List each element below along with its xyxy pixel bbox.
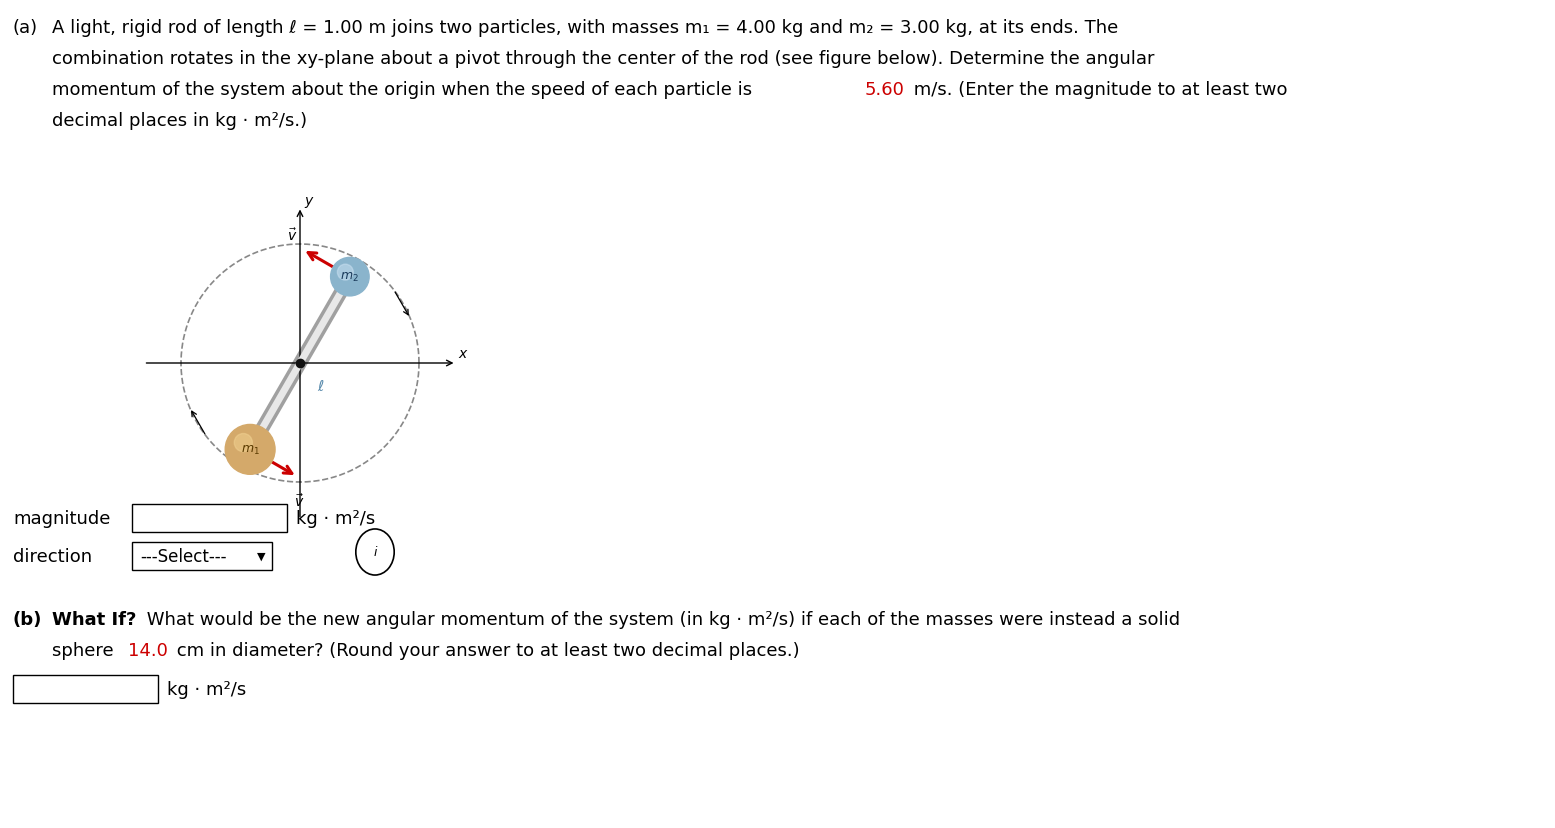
Text: A light, rigid rod of length ℓ = 1.00 m joins two particles, with masses m₁ = 4.: A light, rigid rod of length ℓ = 1.00 m … [51, 19, 1118, 37]
Circle shape [356, 529, 395, 575]
Text: m/s. (Enter the magnitude to at least two: m/s. (Enter the magnitude to at least tw… [908, 81, 1288, 99]
Text: ▼: ▼ [257, 551, 266, 561]
Text: $\ell$: $\ell$ [317, 378, 323, 393]
Text: ---Select---: ---Select--- [140, 547, 227, 566]
Circle shape [225, 425, 275, 474]
Bar [132, 504, 288, 532]
Text: $m_2$: $m_2$ [341, 271, 359, 284]
Text: direction: direction [12, 547, 92, 566]
Text: $\vec{v}$: $\vec{v}$ [294, 493, 305, 509]
Text: $m_1$: $m_1$ [241, 443, 260, 456]
Text: (a): (a) [12, 19, 39, 37]
Circle shape [235, 434, 252, 452]
Text: What If?: What If? [51, 610, 137, 628]
Text: kg · m²/s: kg · m²/s [295, 509, 375, 527]
Text: 5.60: 5.60 [865, 81, 905, 99]
Text: 14.0: 14.0 [128, 641, 168, 659]
Circle shape [337, 265, 353, 281]
Text: sphere: sphere [51, 641, 120, 659]
Text: (b): (b) [12, 610, 42, 628]
Text: $\vec{v}$: $\vec{v}$ [286, 227, 297, 243]
Text: x: x [459, 346, 466, 360]
Text: kg · m²/s: kg · m²/s [166, 680, 246, 698]
Text: momentum of the system about the origin when the speed of each particle is: momentum of the system about the origin … [51, 81, 757, 99]
Text: y: y [305, 194, 313, 207]
Text: decimal places in kg · m²/s.): decimal places in kg · m²/s.) [51, 112, 308, 130]
Bar [132, 542, 272, 570]
Text: i: i [373, 546, 376, 559]
Text: magnitude: magnitude [12, 509, 110, 527]
Text: combination rotates in the xy-plane about a pivot through the center of the rod : combination rotates in the xy-plane abou… [51, 50, 1154, 68]
Bar [12, 675, 159, 703]
Text: cm in diameter? (Round your answer to at least two decimal places.): cm in diameter? (Round your answer to at… [171, 641, 799, 659]
Circle shape [331, 258, 369, 296]
Text: What would be the new angular momentum of the system (in kg · m²/s) if each of t: What would be the new angular momentum o… [140, 610, 1180, 628]
